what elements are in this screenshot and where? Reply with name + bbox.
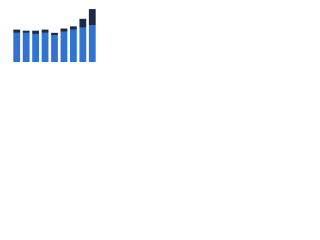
chart bbox=[13, 9, 96, 63]
bar-segment bbox=[51, 32, 58, 35]
bar-segment bbox=[88, 9, 96, 26]
bar-segment bbox=[41, 32, 49, 62]
bar-segment bbox=[41, 29, 49, 33]
page: (() => { const data = JSON.parse(documen… bbox=[0, 0, 320, 71]
bar-segment bbox=[22, 30, 30, 33]
bar-segment bbox=[60, 28, 68, 32]
bar-segment bbox=[69, 29, 77, 63]
bar-segment bbox=[79, 27, 87, 62]
bar-segment bbox=[51, 35, 58, 62]
bar-segment bbox=[32, 33, 40, 62]
bar-segment bbox=[32, 30, 40, 34]
bar-segment bbox=[13, 32, 21, 62]
bar-segment bbox=[60, 31, 68, 62]
bar-segment bbox=[22, 32, 30, 62]
bar-segment bbox=[88, 25, 96, 63]
bar-segment bbox=[69, 26, 77, 30]
bar-segment bbox=[13, 29, 21, 33]
bar-segment bbox=[79, 18, 87, 28]
